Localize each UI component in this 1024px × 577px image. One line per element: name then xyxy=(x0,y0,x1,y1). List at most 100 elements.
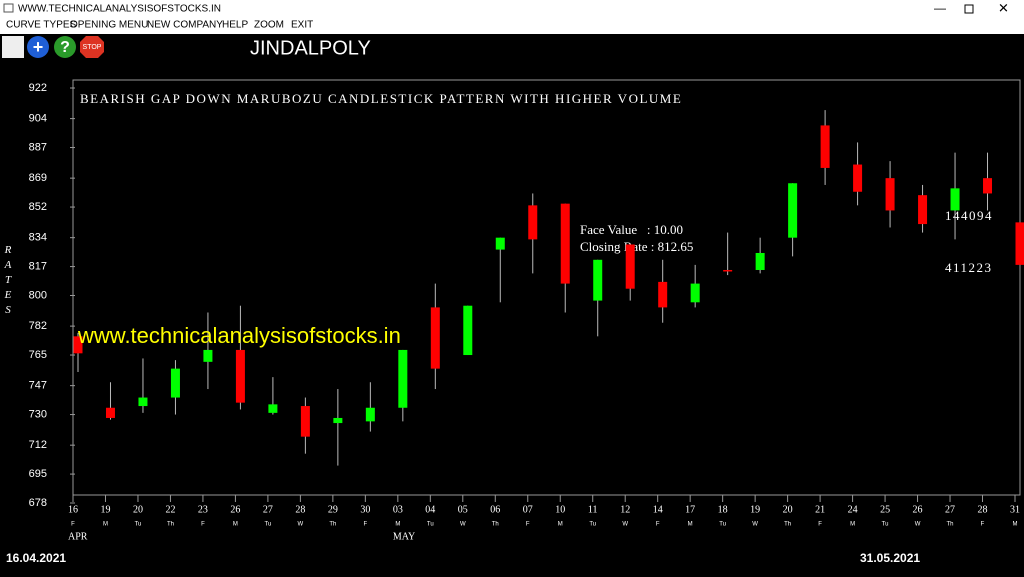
chart-title: JINDALPOLY xyxy=(250,37,371,59)
x-tick-label: 03 xyxy=(393,504,403,515)
candle-body xyxy=(138,397,148,407)
weekday-label: Th xyxy=(492,522,499,528)
book-icon[interactable] xyxy=(2,36,24,58)
weekday-label: Th xyxy=(329,522,336,528)
y-tick-label: 695 xyxy=(29,468,47,480)
y-tick-label: 730 xyxy=(29,408,47,420)
y-tick-label: 922 xyxy=(29,82,47,94)
volume: 144094 xyxy=(945,208,993,223)
x-tick-label: 20 xyxy=(133,504,143,515)
x-tick-label: 07 xyxy=(523,504,533,515)
x-tick-label: 21 xyxy=(815,504,825,515)
face-value: Face Value : 10.00 xyxy=(580,222,683,237)
x-tick-label: 19 xyxy=(100,504,110,515)
weekday-label: Tu xyxy=(719,522,726,528)
candle-body xyxy=(885,178,895,211)
x-tick-label: 19 xyxy=(750,504,760,515)
candle-body xyxy=(625,244,635,289)
plot-frame xyxy=(72,79,1021,496)
candle-body xyxy=(853,164,863,192)
y-tick-label: 782 xyxy=(29,320,47,332)
candle-body xyxy=(1015,222,1024,265)
candle-body xyxy=(463,305,473,356)
candle-body xyxy=(755,252,765,270)
maximize[interactable] xyxy=(964,4,974,14)
x-tick-label: 27 xyxy=(945,504,955,515)
weekday-label: W xyxy=(298,522,304,528)
x-tick-label: 14 xyxy=(653,504,663,515)
weekday-label: Th xyxy=(167,522,174,528)
candle-body xyxy=(528,205,538,240)
weekday-label: M xyxy=(558,522,563,528)
weekday-label: Tu xyxy=(427,522,434,528)
candle-body xyxy=(268,404,278,413)
menu-item[interactable]: HELP xyxy=(222,20,248,31)
weekday-label: Th xyxy=(784,522,791,528)
menu-item[interactable]: NEW COMPANY xyxy=(147,20,223,31)
x-tick-label: 20 xyxy=(783,504,793,515)
y-tick-label: 712 xyxy=(29,439,47,451)
weekday-label: W xyxy=(752,522,758,528)
y-tick-label: 747 xyxy=(29,380,47,392)
menu-item[interactable]: EXIT xyxy=(291,20,313,31)
x-tick-label: 27 xyxy=(263,504,273,515)
start-date: 16.04.2021 xyxy=(6,551,66,565)
weekday-label: M xyxy=(688,522,693,528)
weekday-label: F xyxy=(201,522,205,528)
weekday-label: Tu xyxy=(882,522,889,528)
month-label: APR xyxy=(68,531,88,542)
x-tick-label: 18 xyxy=(718,504,728,515)
weekday-label: M xyxy=(1013,522,1018,528)
weekday-label: Th xyxy=(947,522,954,528)
menu-item[interactable]: CURVE TYPES xyxy=(6,20,77,31)
help-glyph: ? xyxy=(60,39,70,56)
candle-body xyxy=(333,417,343,424)
x-tick-label: 04 xyxy=(425,504,435,515)
candle-body xyxy=(560,203,570,284)
weekday-label: F xyxy=(981,522,985,528)
stop-icon[interactable] xyxy=(80,36,104,58)
help-icon[interactable] xyxy=(54,36,76,58)
candle-body xyxy=(820,125,830,168)
y-tick-label: 765 xyxy=(29,349,47,361)
x-tick-label: 31 xyxy=(1010,504,1020,515)
end-date: 31.05.2021 xyxy=(860,551,920,565)
candle-body xyxy=(235,349,245,403)
candle-body xyxy=(398,349,408,408)
plus-icon[interactable] xyxy=(27,36,49,58)
x-tick-label: 11 xyxy=(588,504,598,515)
candle-body xyxy=(430,307,440,369)
x-tick-label: 26 xyxy=(230,504,240,515)
x-tick-label: 12 xyxy=(620,504,630,515)
y-tick-label: 852 xyxy=(29,201,47,213)
y-tick-label: 887 xyxy=(29,141,47,153)
candle-body xyxy=(593,259,603,301)
title-menu-bg xyxy=(0,0,1024,34)
weekday-label: W xyxy=(460,522,466,528)
candle-body xyxy=(983,178,993,194)
closing-rate: Closing Rate : 812.65 xyxy=(580,239,693,254)
weekday-label: W xyxy=(622,522,628,528)
close[interactable]: ✕ xyxy=(998,0,1009,15)
x-tick-label: 16 xyxy=(68,504,78,515)
y-tick-label: 800 xyxy=(29,289,47,301)
weekday-label: M xyxy=(395,522,400,528)
minimize[interactable]: — xyxy=(934,1,946,15)
x-tick-label: 24 xyxy=(848,504,858,515)
weekday-label: Tu xyxy=(265,522,272,528)
candle-body xyxy=(495,237,505,250)
menu-item[interactable]: ZOOM xyxy=(254,20,284,31)
candle-body xyxy=(170,368,180,398)
x-tick-label: 28 xyxy=(978,504,988,515)
menu-item[interactable]: OPENING MENU xyxy=(70,20,148,31)
x-tick-label: 25 xyxy=(880,504,890,515)
x-tick-label: 29 xyxy=(328,504,338,515)
y-axis-label: RATES xyxy=(2,244,14,319)
weekday-label: Tu xyxy=(589,522,596,528)
weekday-label: F xyxy=(71,522,75,528)
weekday-label: M xyxy=(103,522,108,528)
x-tick-label: 30 xyxy=(360,504,370,515)
candle-body xyxy=(950,188,960,211)
